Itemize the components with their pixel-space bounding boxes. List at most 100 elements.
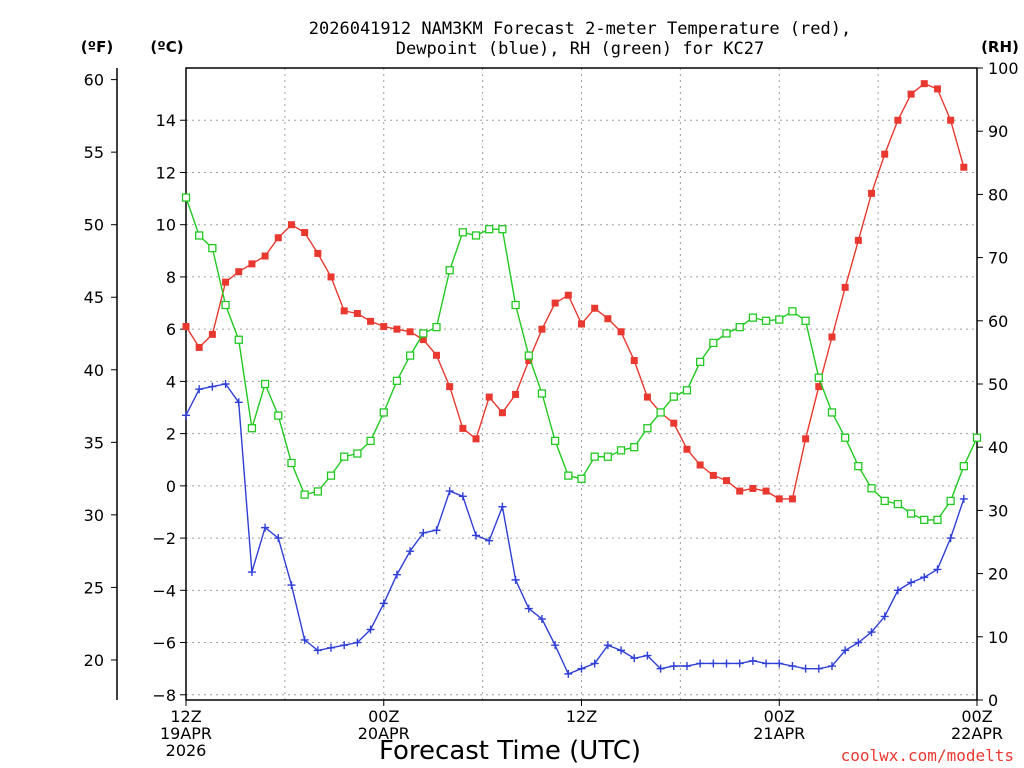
dewpoint-point	[682, 662, 691, 671]
temperature-point	[643, 393, 651, 401]
rh-point	[761, 316, 771, 325]
dewpoint-point	[762, 659, 771, 668]
celsius-tick-label: 12	[156, 163, 176, 182]
dewpoint-point	[182, 411, 190, 420]
dewpoint-point	[406, 547, 415, 556]
temperature-point	[208, 330, 216, 338]
rh-tick-label: 30	[988, 501, 1008, 520]
dewpoint-point	[564, 669, 573, 678]
temperature-point	[274, 234, 282, 242]
temperature-point	[287, 221, 295, 229]
rh-series	[181, 193, 982, 525]
temperature-point	[419, 336, 427, 344]
fahrenheit-tick-label: 40	[84, 361, 104, 380]
temperature-point	[868, 189, 876, 197]
temperature-point	[894, 116, 902, 124]
rh-point	[564, 471, 573, 480]
rh-point	[933, 515, 942, 525]
temperature-point	[353, 309, 361, 317]
rh-point	[511, 300, 520, 310]
fahrenheit-tick-label: 45	[84, 288, 104, 307]
dewpoint-point	[933, 565, 942, 574]
fahrenheit-tick-label: 60	[84, 71, 104, 90]
celsius-tick-label: −6	[152, 634, 176, 653]
x-tick-label: 12Z	[170, 707, 201, 726]
rh-point	[867, 484, 876, 493]
grid-lines	[186, 68, 977, 700]
dewpoint-point	[775, 659, 784, 668]
rh-point	[471, 231, 481, 240]
temperature-point	[459, 424, 467, 432]
temperature-point	[446, 383, 454, 391]
dewpoint-point	[327, 643, 336, 652]
temperature-point	[538, 325, 546, 333]
rh-point	[485, 225, 494, 234]
x-tick-label: 2026	[166, 741, 207, 760]
dewpoint-point	[524, 604, 533, 613]
dewpoint-point	[208, 382, 217, 391]
dewpoint-point	[287, 581, 296, 590]
dewpoint-point	[511, 575, 520, 584]
temperature-point	[604, 315, 612, 323]
celsius-unit-label: (ºC)	[150, 38, 183, 56]
plot-frame	[185, 67, 978, 701]
temperature-point	[881, 150, 889, 158]
dewpoint-point	[419, 528, 428, 537]
fahrenheit-tick-label: 35	[84, 433, 104, 452]
rh-point	[814, 373, 823, 382]
temperature-point	[841, 283, 849, 291]
temperature-point	[907, 90, 915, 98]
dewpoint-point	[880, 612, 889, 621]
rh-point	[801, 316, 810, 325]
rh-tick-label: 90	[988, 122, 1008, 141]
temperature-point	[828, 333, 836, 341]
temperature-point	[235, 268, 243, 276]
x-tick-label: 21APR	[753, 724, 805, 743]
dewpoint-point	[458, 492, 467, 501]
temperature-point	[960, 163, 968, 171]
temperature-point	[591, 304, 599, 312]
dewpoint-line	[185, 383, 965, 675]
dewpoint-point	[274, 534, 283, 543]
data-series	[181, 80, 982, 678]
celsius-tick-label: −2	[152, 529, 176, 548]
temperature-point	[406, 328, 414, 336]
temperature-point	[854, 236, 862, 244]
rh-point	[841, 433, 850, 442]
fahrenheit-tick-label: 50	[84, 216, 104, 235]
temperature-point	[933, 85, 941, 93]
rh-point	[854, 462, 863, 471]
dewpoint-point	[577, 664, 586, 673]
temperature-point	[393, 325, 401, 333]
dewpoint-point	[195, 385, 204, 394]
rh-point	[524, 351, 533, 360]
dewpoint-point	[907, 578, 916, 587]
temperature-point	[578, 320, 585, 328]
x-tick-label: 00Z	[368, 707, 399, 726]
dewpoint-point	[221, 380, 230, 388]
rh-point	[722, 329, 731, 338]
dewpoint-point	[893, 586, 902, 595]
temperature-point	[498, 409, 506, 417]
rh-point	[300, 490, 309, 499]
rh-point	[735, 322, 744, 332]
rh-point	[577, 474, 586, 483]
temperature-point	[485, 393, 493, 401]
rh-point	[550, 436, 560, 446]
temperature-point	[248, 260, 256, 268]
celsius-tick-label: 0	[166, 477, 176, 496]
dewpoint-point	[261, 523, 270, 532]
rh-point	[208, 243, 217, 253]
dewpoint-point	[366, 625, 375, 634]
temperature-line	[185, 82, 965, 500]
dewpoint-point	[867, 628, 876, 637]
x-axis-title: Forecast Time (UTC)	[379, 736, 641, 766]
dewpoint-point	[722, 659, 731, 668]
temperature-point	[775, 495, 783, 503]
credit-text: coolwx.com/modelts	[841, 746, 1014, 765]
dewpoint-point	[313, 646, 322, 655]
temperature-point	[314, 249, 322, 257]
temperature-point	[327, 273, 335, 281]
dewpoint-point	[445, 487, 454, 496]
temperature-point	[670, 419, 678, 427]
